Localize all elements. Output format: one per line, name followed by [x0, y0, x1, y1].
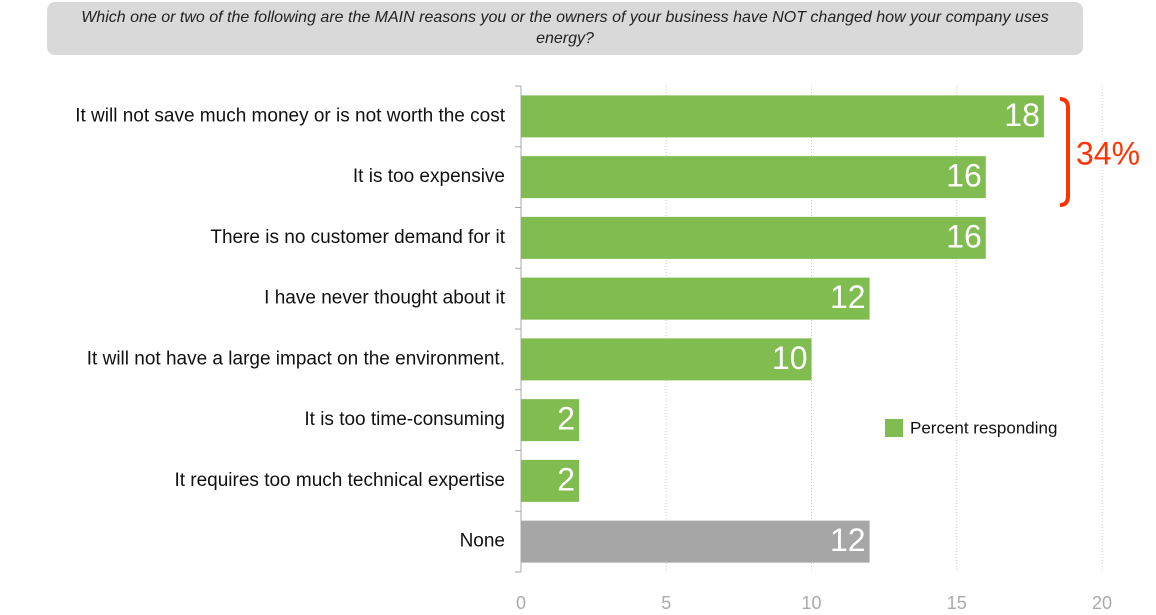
x-tick-label: 20	[1092, 593, 1112, 613]
value-label: 2	[557, 401, 575, 437]
y-tick-label: None	[460, 531, 505, 552]
y-tick-label: There is no customer demand for it	[210, 227, 505, 248]
value-label: 16	[946, 218, 982, 254]
bar	[521, 399, 580, 442]
y-tick-label: It will not save much money or is not wo…	[75, 105, 506, 126]
x-tick-label: 0	[516, 593, 526, 613]
x-tick-label: 15	[947, 593, 967, 613]
bar	[521, 277, 870, 320]
y-tick-label: It will not have a large impact on the e…	[87, 348, 505, 369]
value-label: 12	[830, 522, 866, 558]
bracket	[1059, 97, 1070, 207]
chart-title: Which one or two of the following are th…	[47, 2, 1083, 55]
y-tick-label: It requires too much technical expertise	[174, 470, 505, 491]
bar	[521, 216, 986, 259]
legend-swatch	[885, 419, 903, 437]
bar	[521, 459, 580, 502]
annotation: 34%	[1076, 135, 1140, 171]
y-tick-label: I have never thought about it	[264, 288, 506, 309]
bar	[521, 338, 812, 381]
value-label: 12	[830, 279, 866, 315]
y-tick-label: It is too expensive	[353, 166, 505, 187]
bar	[521, 95, 1044, 138]
y-tick-label: It is too time-consuming	[304, 409, 505, 430]
x-tick-label: 10	[801, 593, 821, 613]
bar	[521, 520, 870, 563]
bar	[521, 156, 986, 199]
value-label: 18	[1004, 97, 1040, 133]
x-tick-label: 5	[661, 593, 671, 613]
value-label: 2	[557, 461, 575, 497]
legend-label: Percent responding	[910, 418, 1057, 437]
value-label: 16	[946, 158, 982, 194]
value-label: 10	[772, 340, 808, 376]
